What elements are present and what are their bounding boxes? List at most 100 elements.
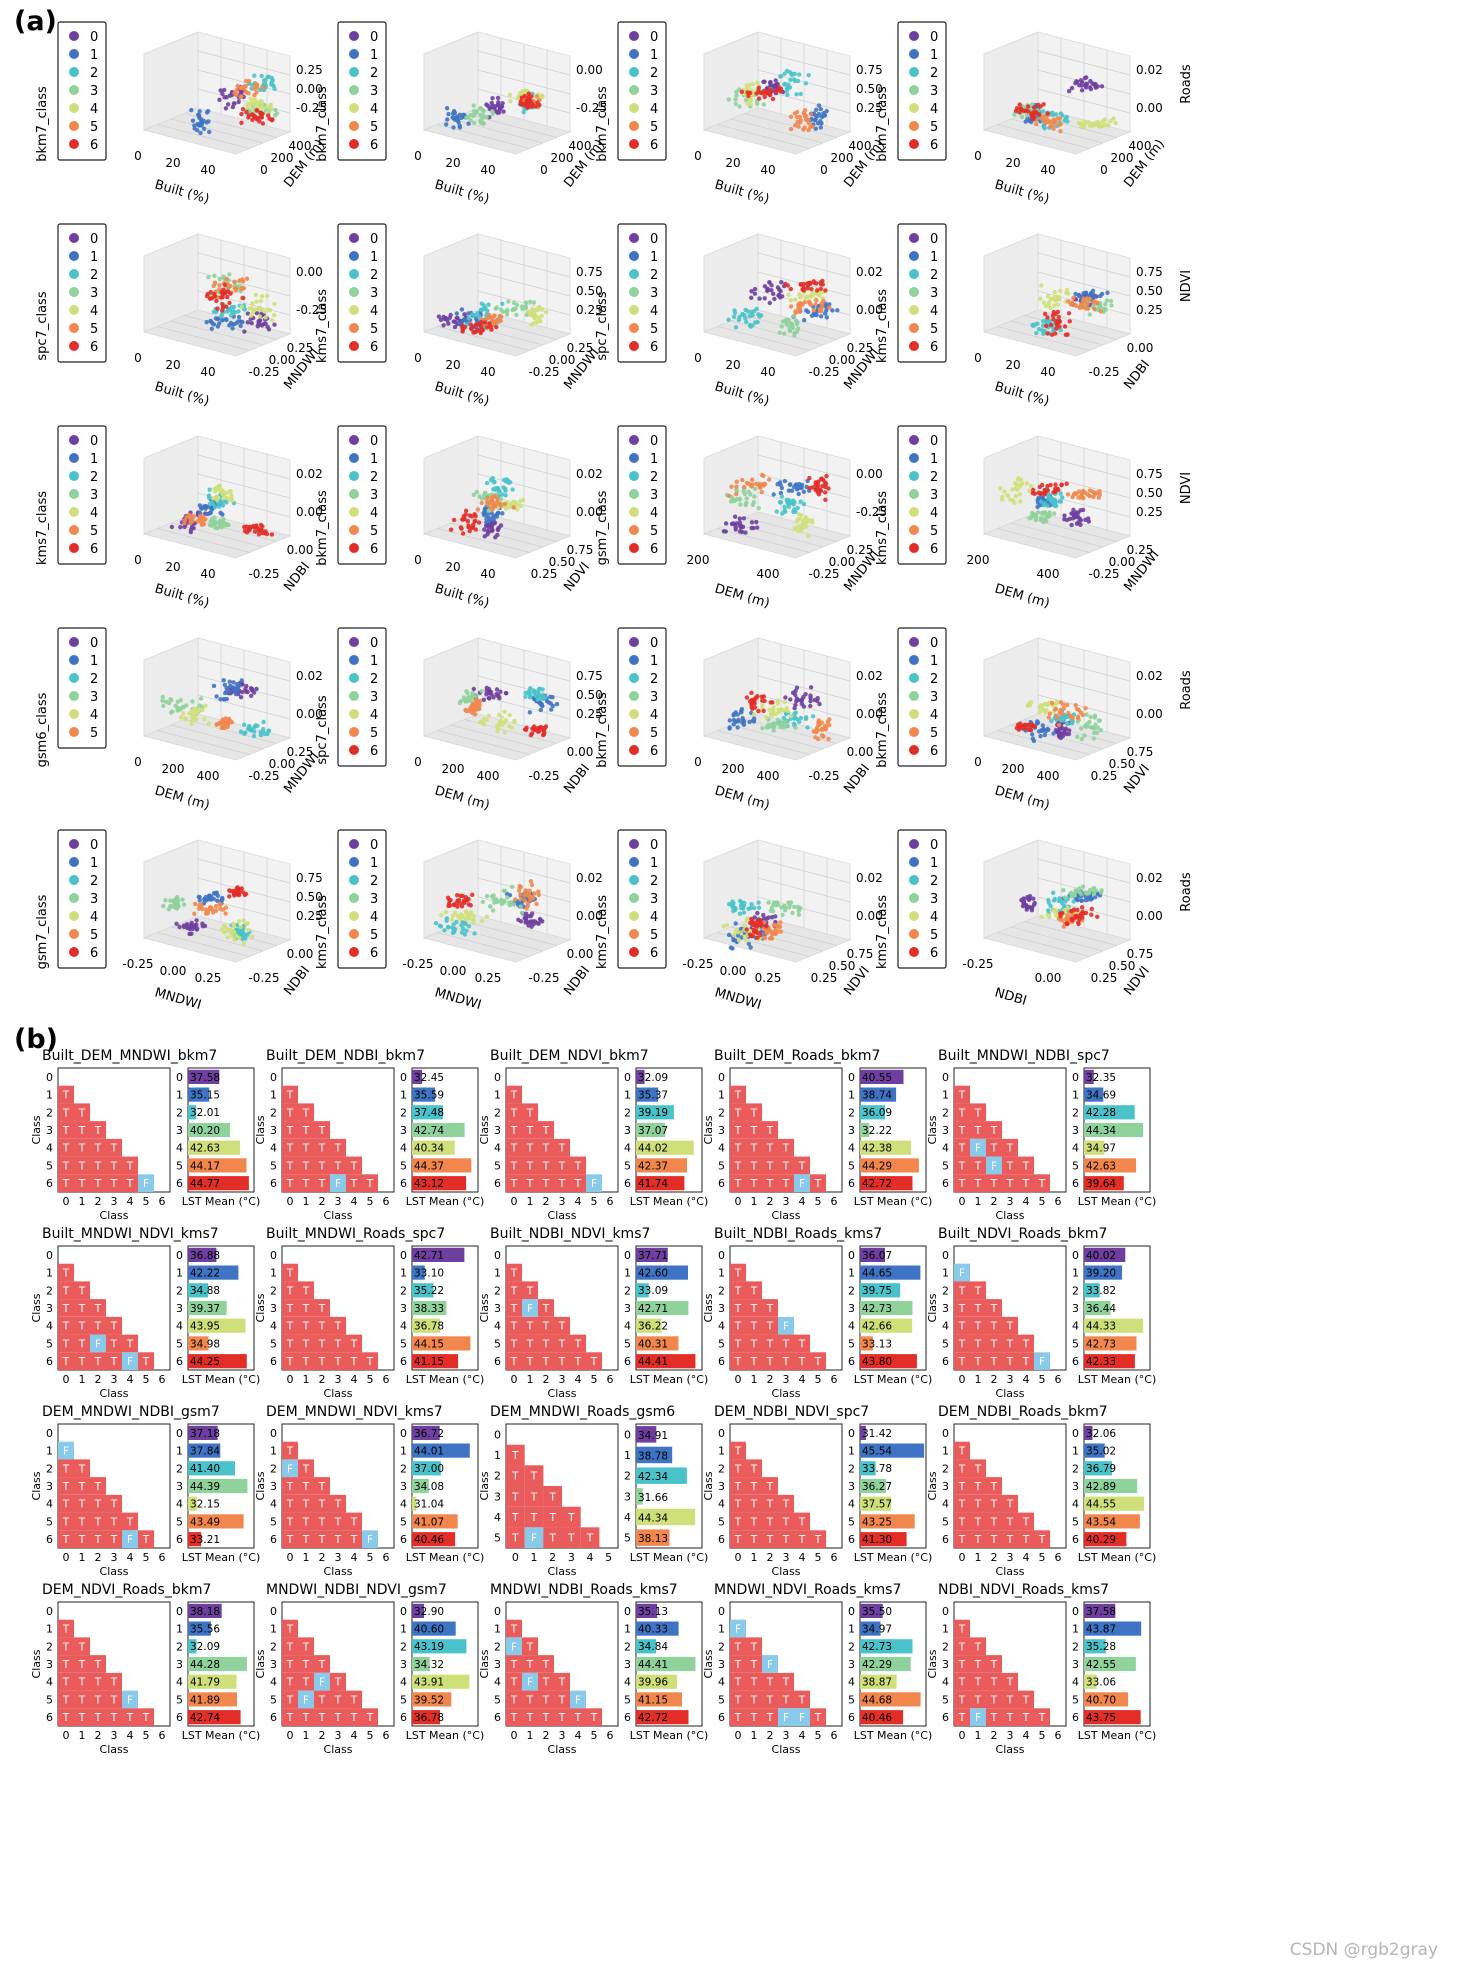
- scatter-point: [817, 306, 822, 312]
- scatter-point: [724, 923, 730, 928]
- legend-marker: [629, 745, 639, 755]
- legend-label: 4: [370, 506, 378, 521]
- scatter-point: [456, 897, 462, 903]
- scatter-point: [1075, 734, 1080, 739]
- scatter-point: [762, 698, 767, 704]
- scatter-point: [476, 314, 482, 319]
- legend-box: [337, 627, 387, 767]
- z-tick-label: 0.50: [1136, 284, 1163, 298]
- scatter-point: [241, 286, 246, 291]
- matrix-cell-true: [298, 1121, 314, 1139]
- panel-title: Built_DEM_NDBI_bkm7: [266, 1048, 425, 1064]
- lst-bar: [188, 1158, 247, 1173]
- scatter-point: [1053, 482, 1058, 487]
- scatter-point: [503, 690, 509, 696]
- matrix-cell-true-label: T: [750, 1107, 758, 1119]
- scatter-point: [1069, 522, 1074, 528]
- scatter-point: [227, 283, 233, 288]
- scatter-point: [1098, 309, 1103, 314]
- scatter-point: [757, 314, 762, 319]
- scatter-point: [1099, 888, 1104, 893]
- matrix-cell-true: [330, 1316, 346, 1335]
- matrix-cell-true: [282, 1174, 298, 1192]
- scatter-point: [1082, 76, 1088, 81]
- bar-y-tick: 0: [400, 1249, 407, 1262]
- matrix-cell-true: [282, 1156, 298, 1175]
- scatter-point: [755, 910, 760, 916]
- scatter-point: [220, 308, 225, 313]
- scatter-point: [749, 702, 754, 707]
- scatter-point: [1062, 324, 1068, 329]
- scatter-point: [804, 117, 809, 123]
- scatter-point: [821, 111, 826, 116]
- scatter-point: [498, 689, 503, 694]
- scatter-point: [200, 707, 205, 712]
- x-tick-label: 200: [967, 553, 990, 567]
- scatter-point: [1042, 126, 1047, 131]
- scatter-point: [1069, 85, 1075, 91]
- y-tick-label: -0.25: [248, 971, 279, 985]
- scatter-point: [1051, 490, 1056, 495]
- grid-line: [157, 528, 250, 553]
- scatter-point: [467, 513, 473, 518]
- scatter-point: [534, 94, 539, 99]
- matrix-cell-false: [586, 1174, 602, 1192]
- legend-marker: [909, 435, 919, 445]
- matrix-y-tick: 5: [46, 1159, 53, 1172]
- x-tick-label: 0: [414, 351, 422, 365]
- scatter-point: [189, 920, 194, 925]
- scatter-point: [793, 702, 798, 707]
- legend-box: [897, 829, 947, 969]
- scatter-point: [827, 717, 832, 722]
- scatter-point: [249, 106, 255, 112]
- matrix-y-tick: 2: [270, 1106, 277, 1119]
- scatter-point: [774, 509, 779, 514]
- scatter-point: [474, 110, 479, 115]
- y-tick-label: 200: [551, 151, 574, 165]
- lst-bar-value: 33.10: [414, 1267, 444, 1279]
- scatter-point: [187, 926, 193, 932]
- scatter-point: [1069, 721, 1075, 726]
- legend-marker: [69, 103, 79, 113]
- scatter-point: [816, 492, 822, 497]
- matrix-cell-true-label: T: [526, 1125, 534, 1137]
- legend-marker: [69, 929, 79, 939]
- z-tick-label: 0.00: [856, 707, 883, 721]
- lst-bar-value: 44.17: [190, 1160, 220, 1172]
- scatter-point: [806, 120, 812, 126]
- x-tick-label: 20: [445, 156, 460, 170]
- scatter-point: [495, 95, 501, 101]
- scatter-point: [748, 102, 753, 107]
- scatter-point: [808, 685, 814, 690]
- scatter-point: [436, 314, 442, 319]
- matrix-cell-true-label: T: [510, 1090, 518, 1102]
- scatter-point: [484, 893, 490, 899]
- legend-marker: [349, 875, 359, 885]
- scatter-point: [1045, 331, 1050, 336]
- lst-bar: [1084, 1087, 1104, 1102]
- scatter-point: [463, 508, 469, 513]
- matrix-cell-true-label: T: [974, 1125, 982, 1137]
- lst-bar-value: 43.12: [414, 1178, 444, 1190]
- matrix-cell-true: [362, 1174, 378, 1192]
- bar-y-tick: 5: [624, 1159, 631, 1172]
- matrix-y-tick: 4: [270, 1320, 277, 1333]
- scatter-point: [1046, 908, 1051, 913]
- legend-marker: [349, 323, 359, 333]
- scatter-point: [789, 71, 794, 76]
- matrix-y-tick: 4: [270, 1142, 277, 1155]
- matrix-cell-true-label: T: [542, 1143, 550, 1155]
- scatter-point: [203, 894, 209, 900]
- matrix-cell-true: [58, 1316, 74, 1335]
- y-tick-label: 0.25: [1091, 769, 1118, 783]
- matrix-cell-true-label: T: [1022, 1178, 1030, 1190]
- scatter-point: [222, 697, 227, 702]
- scatter-point: [1013, 108, 1019, 114]
- legend-marker: [69, 67, 79, 77]
- scatter-point: [211, 496, 216, 501]
- z-axis-label: NDVI: [1179, 270, 1194, 302]
- grid-line: [997, 124, 1090, 149]
- scatter-point: [205, 911, 210, 916]
